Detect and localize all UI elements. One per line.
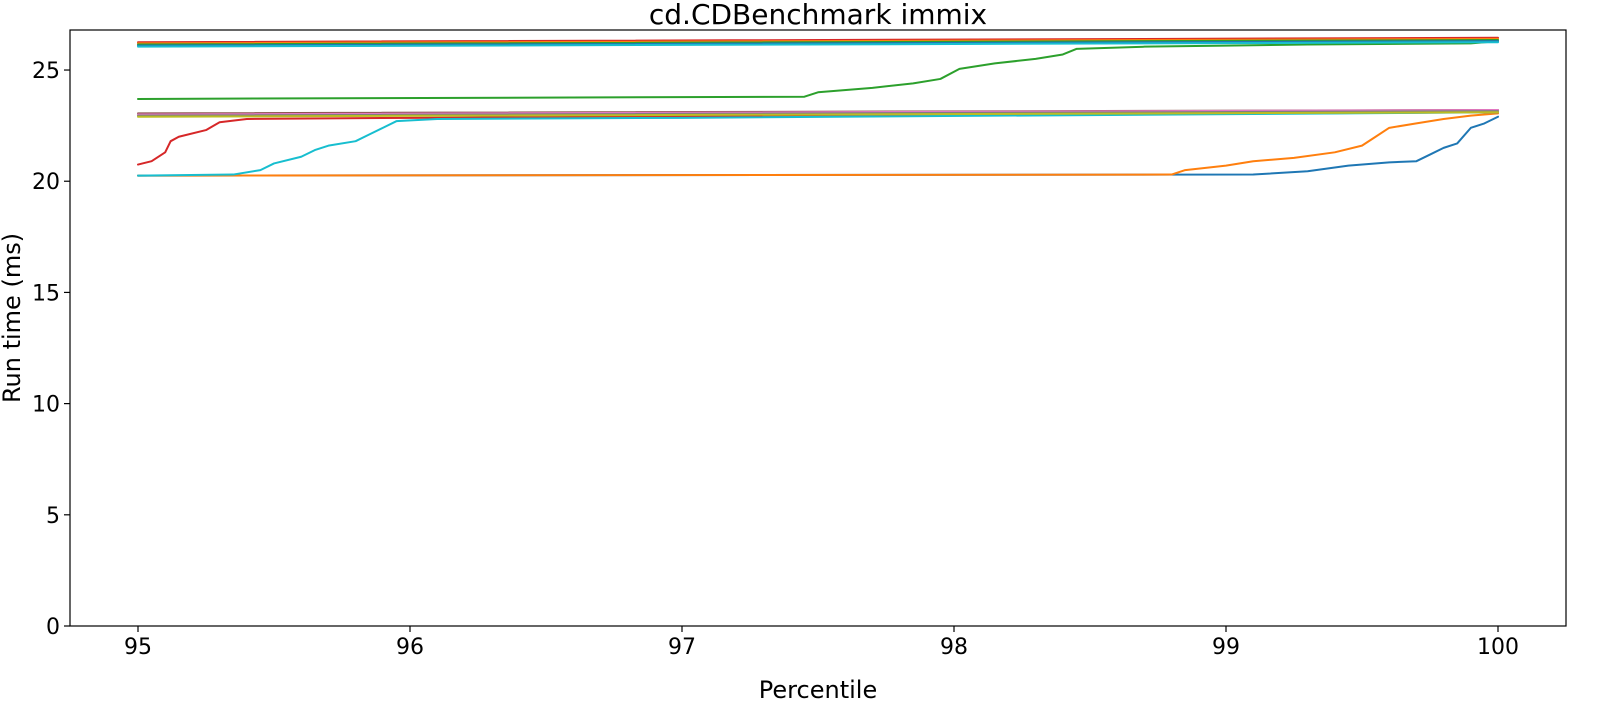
y-tick-label: 5 [46,504,60,529]
x-tick-label: 100 [1477,635,1519,660]
series-layer [137,36,1499,177]
axes-layer: 95 96 97 98 99 100 0 5 10 15 20 25 [32,29,1567,660]
series-line-14 [137,41,1499,48]
y-tick-label: 0 [46,615,60,640]
series-line-1 [137,115,1499,177]
series-line-12 [137,39,1499,46]
y-tick-label: 15 [32,281,60,306]
y-tick-label: 20 [32,170,60,195]
series-line-9 [137,111,1499,118]
series-line-13 [137,40,1499,47]
x-tick-label: 96 [396,635,424,660]
y-axis-label: Run time (ms) [0,233,26,403]
series-line-10 [137,36,1499,44]
series-line-7 [137,109,1499,116]
series-line-8 [137,110,1499,117]
x-tick-label: 99 [1212,635,1240,660]
x-axis-label: Percentile [759,676,877,704]
series-line-2 [137,112,1499,177]
chart-title: cd.CDBenchmark immix [649,0,987,31]
plot-frame [69,29,1567,627]
y-tick-label: 10 [32,393,60,418]
series-line-3 [137,40,1499,100]
series-line-11 [137,37,1499,45]
x-tick-label: 97 [668,635,696,660]
x-tick-label: 98 [940,635,968,660]
series-line-4 [137,111,1499,166]
series-line-5 [137,111,1499,177]
y-tick-label: 25 [32,59,60,84]
x-tick-label: 95 [124,635,152,660]
